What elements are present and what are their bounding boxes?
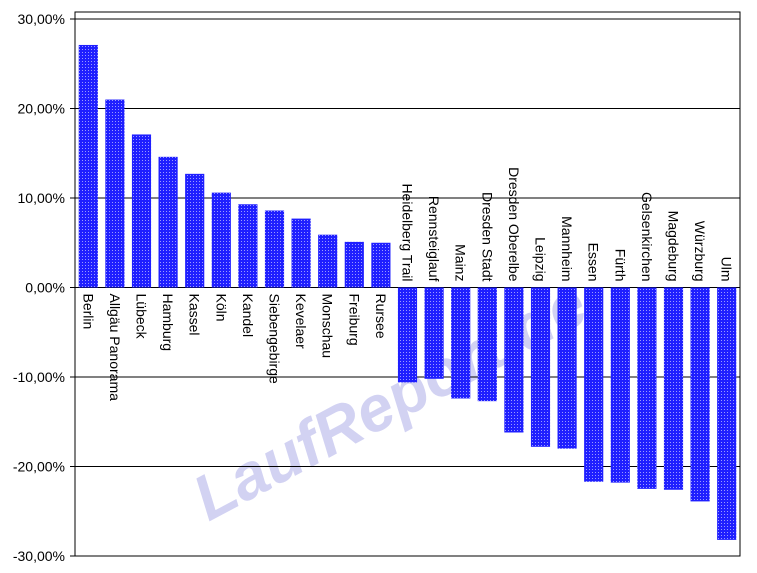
- x-tick-label: Magdeburg: [666, 211, 682, 282]
- bar: [318, 234, 338, 288]
- x-tick-label: Würzburg: [692, 221, 708, 282]
- x-tick-label: Gelsenkirchen: [639, 192, 655, 282]
- x-tick-label: Allgäu Panorama: [107, 294, 123, 402]
- x-tick-label: Ulm: [719, 257, 735, 282]
- x-tick-label: Lübeck: [134, 294, 150, 340]
- x-tick-label: Essen: [586, 243, 602, 282]
- x-tick-label: Hamburg: [160, 294, 176, 352]
- bar: [504, 287, 524, 433]
- x-tick-label: Monschau: [320, 294, 336, 359]
- x-tick-label: Freiburg: [346, 294, 362, 346]
- x-tick-label: Siebengebirge: [267, 294, 283, 385]
- x-tick-label: Rursee: [373, 294, 389, 339]
- bar: [211, 192, 231, 288]
- x-tick-label: Fürth: [612, 249, 628, 282]
- y-tick-label: -20,00%: [13, 459, 65, 475]
- x-tick-label: Dresden Stadt: [479, 192, 495, 282]
- x-tick-label: Kevelaer: [293, 294, 309, 350]
- bar: [264, 210, 285, 288]
- bar: [78, 44, 98, 288]
- x-tick-label: Berlin: [80, 294, 96, 330]
- bar: [610, 287, 630, 483]
- bar: [424, 287, 444, 379]
- x-tick-label: Mainz: [453, 244, 469, 281]
- bar: [397, 287, 418, 383]
- bar: [637, 287, 657, 489]
- x-tick-label: Kandel: [240, 294, 256, 338]
- bar: [557, 287, 577, 449]
- bar: [451, 287, 471, 399]
- x-tick-label: Köln: [213, 294, 229, 322]
- x-tick-label: Rennsteiglauf: [426, 196, 442, 282]
- y-tick-label: -30,00%: [13, 548, 65, 564]
- x-tick-label: Kassel: [187, 294, 203, 336]
- x-tick-label: Mannheim: [559, 216, 575, 281]
- y-tick-label: -10,00%: [13, 369, 65, 385]
- bar: [717, 287, 737, 540]
- bar: [291, 218, 311, 288]
- y-tick-label: 20,00%: [18, 101, 65, 117]
- bar: [131, 134, 152, 288]
- bar: [477, 287, 497, 402]
- x-tick-label: Dresden Oberelbe: [506, 167, 522, 282]
- y-tick-label: 30,00%: [18, 11, 65, 27]
- x-tick-label: Leipzig: [533, 237, 549, 281]
- bar: [158, 156, 178, 288]
- bar: [690, 287, 710, 502]
- bar: [238, 204, 258, 288]
- bar: [105, 99, 125, 288]
- bar: [663, 287, 684, 490]
- bar: [530, 287, 551, 447]
- bar: [185, 173, 205, 288]
- x-tick-label: Heidelberg Trail: [400, 183, 416, 281]
- bar: [584, 287, 604, 482]
- bar: [344, 241, 364, 288]
- y-tick-label: 10,00%: [18, 190, 65, 206]
- bar: [371, 242, 391, 288]
- y-tick-label: 0,00%: [25, 280, 65, 296]
